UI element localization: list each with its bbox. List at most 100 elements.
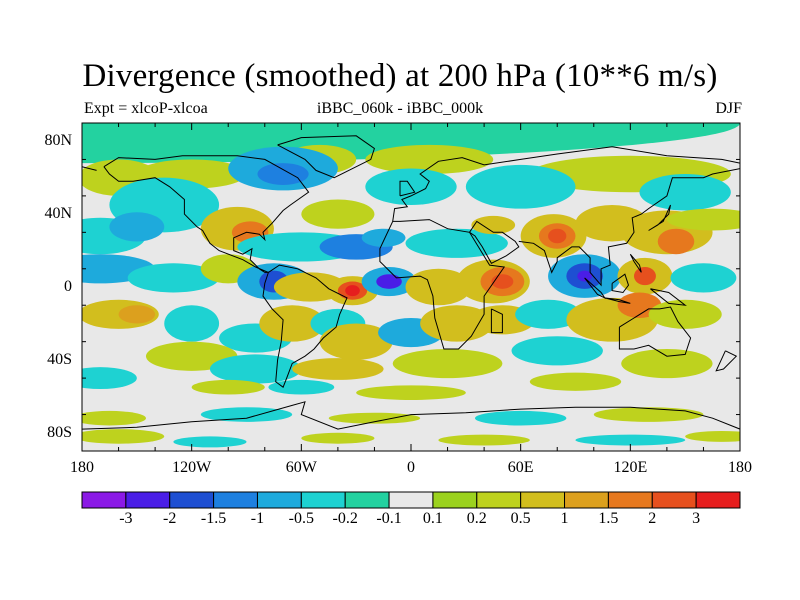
contour-patch	[301, 432, 375, 444]
lon-tick-label: 180	[728, 459, 752, 476]
colorbar-label: -2	[163, 510, 177, 527]
colorbar-label: 1	[560, 510, 569, 527]
contour-patch	[82, 429, 165, 444]
contour-patch	[621, 348, 713, 379]
coastline	[604, 297, 631, 304]
coastline	[715, 350, 738, 372]
contour-patch	[474, 410, 567, 426]
colorbar-label: 0.1	[422, 510, 443, 527]
colorbar-label: 0.5	[510, 510, 531, 527]
coastline	[103, 155, 310, 273]
coastline	[469, 220, 520, 264]
coastline	[611, 273, 630, 294]
contour-patch	[82, 410, 146, 426]
contour-patch	[392, 348, 503, 379]
contour-patch	[200, 407, 293, 422]
coastline	[82, 166, 97, 171]
contour-patch	[376, 274, 402, 289]
run-comparison-label: iBBC_060k - iBBC_000k	[316, 100, 484, 117]
colorbar-label: 1.5	[598, 510, 619, 527]
coastlines	[82, 135, 740, 430]
contour-patch	[365, 144, 494, 175]
coastline	[379, 219, 506, 350]
colorbar-box	[213, 491, 258, 509]
lon-tick-label: 60W	[285, 459, 317, 476]
contour-patch	[666, 208, 740, 231]
contour-patch	[361, 228, 406, 247]
colorbar-box	[432, 491, 478, 509]
lat-tick-label: 0	[64, 278, 72, 295]
lat-tick-label: 80N	[44, 132, 72, 150]
colorbar-label: 2	[648, 510, 657, 527]
colorbar-label: -1.5	[200, 510, 227, 527]
contour-patch	[575, 434, 686, 446]
contour-patch	[515, 299, 581, 329]
contour-patch	[259, 305, 326, 342]
lon-tick-label: 120E	[613, 459, 648, 476]
lon-tick-label: 180	[70, 459, 94, 476]
contour-patch	[396, 325, 426, 340]
colorbar-box	[344, 491, 390, 509]
contour-patch	[548, 228, 567, 244]
contour-patch	[657, 228, 695, 255]
contour-patch	[356, 385, 466, 400]
colorbar-label: -1	[250, 510, 265, 527]
contour-patch	[633, 266, 656, 286]
lon-tick-label: 120W	[172, 459, 212, 476]
coastline	[518, 168, 740, 287]
contour-patch	[292, 358, 384, 380]
lat-tick-label: 40N	[44, 205, 72, 223]
coastline	[650, 288, 687, 306]
colorbar-box	[81, 491, 127, 509]
coastline	[277, 135, 375, 179]
coastline	[262, 264, 348, 388]
contour-patch	[685, 430, 740, 442]
lon-tick-label: 60E	[507, 459, 534, 476]
contour-patch	[405, 268, 472, 306]
coastline	[392, 146, 740, 222]
coastline	[399, 180, 416, 197]
contour-patch	[164, 305, 220, 342]
contour-patch	[529, 372, 622, 391]
coastline	[490, 308, 503, 334]
colorbar-box	[169, 491, 215, 509]
contour-patch	[209, 354, 302, 384]
colorbar-label: -0.1	[376, 510, 402, 527]
contour-patch	[670, 263, 737, 293]
colorbar-box	[256, 491, 302, 509]
lat-tick-label: 40S	[47, 350, 72, 368]
season-label: DJF	[715, 100, 742, 117]
contour-patch	[328, 412, 421, 424]
colorbar-box	[300, 491, 346, 509]
coastline	[629, 253, 642, 273]
contour-patch	[191, 379, 265, 395]
contour-patch	[319, 323, 393, 360]
colorbar-label: 0.2	[466, 510, 487, 527]
contour-patch	[465, 164, 576, 209]
experiment-label: Expt = xlcoP-xlcoa	[84, 100, 208, 117]
contour-patch	[257, 163, 309, 185]
colorbar-box	[520, 491, 566, 509]
colorbar-box	[388, 491, 434, 509]
colorbar-box	[695, 491, 741, 509]
colorbar-label: -0.2	[332, 510, 358, 527]
coastline	[648, 204, 671, 231]
coastline	[618, 306, 692, 357]
axis-ticks	[81, 122, 741, 452]
colorbar-label: 3	[692, 510, 701, 527]
colorbar-label: -0.5	[288, 510, 314, 527]
colorbar-box	[607, 491, 653, 509]
colorbar-label: -3	[119, 510, 133, 527]
contour-patch	[511, 336, 603, 366]
contour-patch	[301, 199, 375, 229]
contour-patch	[639, 174, 731, 211]
colorbar-box	[564, 491, 609, 509]
plot-title: Divergence (smoothed) at 200 hPa (10**6 …	[82, 58, 718, 94]
colorbar-box	[476, 491, 522, 509]
coastline	[82, 401, 740, 430]
contour-patch	[471, 215, 516, 235]
contour-patch	[593, 407, 704, 422]
contour-patch	[118, 305, 156, 324]
